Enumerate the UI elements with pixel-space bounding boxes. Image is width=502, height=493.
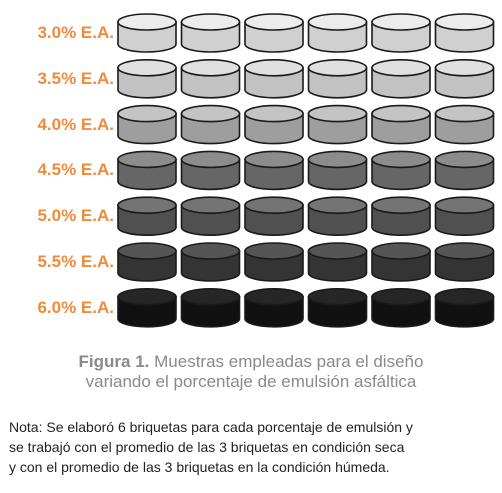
briquette (117, 196, 177, 236)
briquette (117, 104, 177, 145)
briquette (180, 150, 241, 191)
briquette (307, 104, 368, 145)
briquette (371, 242, 431, 282)
briquette (244, 59, 304, 99)
briquette (244, 150, 304, 191)
briquette (434, 13, 495, 53)
row-label: 5.0% E.A. (37, 206, 114, 226)
briquette (434, 59, 495, 99)
figure-caption: Figura 1. Muestras empleadas para el dis… (0, 352, 502, 392)
briquette (307, 13, 368, 53)
caption-text-line1: Muestras empleadas para el diseño (149, 352, 424, 371)
briquette (434, 242, 495, 282)
briquette (371, 196, 431, 236)
row-label: 6.0% E.A. (37, 297, 114, 317)
briquette (371, 13, 431, 53)
briquette (371, 150, 431, 191)
figure-note: Nota: Se elaboró 6 briquetas para cada p… (9, 417, 497, 477)
briquette (244, 13, 304, 53)
briquette (117, 287, 177, 328)
briquette (434, 150, 495, 191)
briquette (371, 287, 431, 328)
row-label: 3.0% E.A. (37, 23, 114, 42)
briquette (434, 196, 495, 236)
briquette (117, 242, 177, 282)
row-label: 4.5% E.A. (37, 160, 114, 180)
briquette (117, 150, 177, 191)
briquette (244, 196, 304, 236)
briquette (180, 287, 241, 328)
briquette-figure: 3.0% E.A. 3.5% E.A. 4.0% E.A. 4.5% E.A. 5.0%… (37, 13, 495, 328)
caption-text-line2: variando el porcentaje de emulsión asfál… (85, 372, 417, 391)
briquette-grid (117, 13, 495, 328)
briquette (180, 59, 241, 99)
caption-label: Figura 1. (78, 352, 150, 371)
note-line1: Nota: Se elaboró 6 briquetas para cada p… (9, 419, 413, 435)
briquette (307, 242, 368, 282)
note-line2: se trabajó con el promedio de las 3 briq… (9, 439, 405, 455)
briquette (307, 196, 368, 236)
briquette (117, 13, 177, 53)
briquette (180, 104, 241, 145)
briquette (117, 59, 177, 99)
briquette (244, 104, 304, 145)
briquette (244, 287, 304, 328)
briquette (244, 242, 304, 282)
briquette (180, 196, 241, 236)
briquette (434, 287, 495, 328)
briquette (180, 242, 241, 282)
briquette (180, 13, 241, 53)
briquette (307, 59, 368, 99)
row-label: 4.0% E.A. (37, 114, 114, 134)
briquette (371, 59, 431, 99)
note-line3: y con el promedio de las 3 briquetas en … (9, 459, 390, 475)
briquette (371, 104, 431, 145)
briquette (307, 150, 368, 191)
briquette (307, 287, 368, 328)
row-label: 3.5% E.A. (37, 68, 114, 88)
row-label: 5.5% E.A. (37, 252, 114, 271)
briquette (434, 104, 495, 145)
